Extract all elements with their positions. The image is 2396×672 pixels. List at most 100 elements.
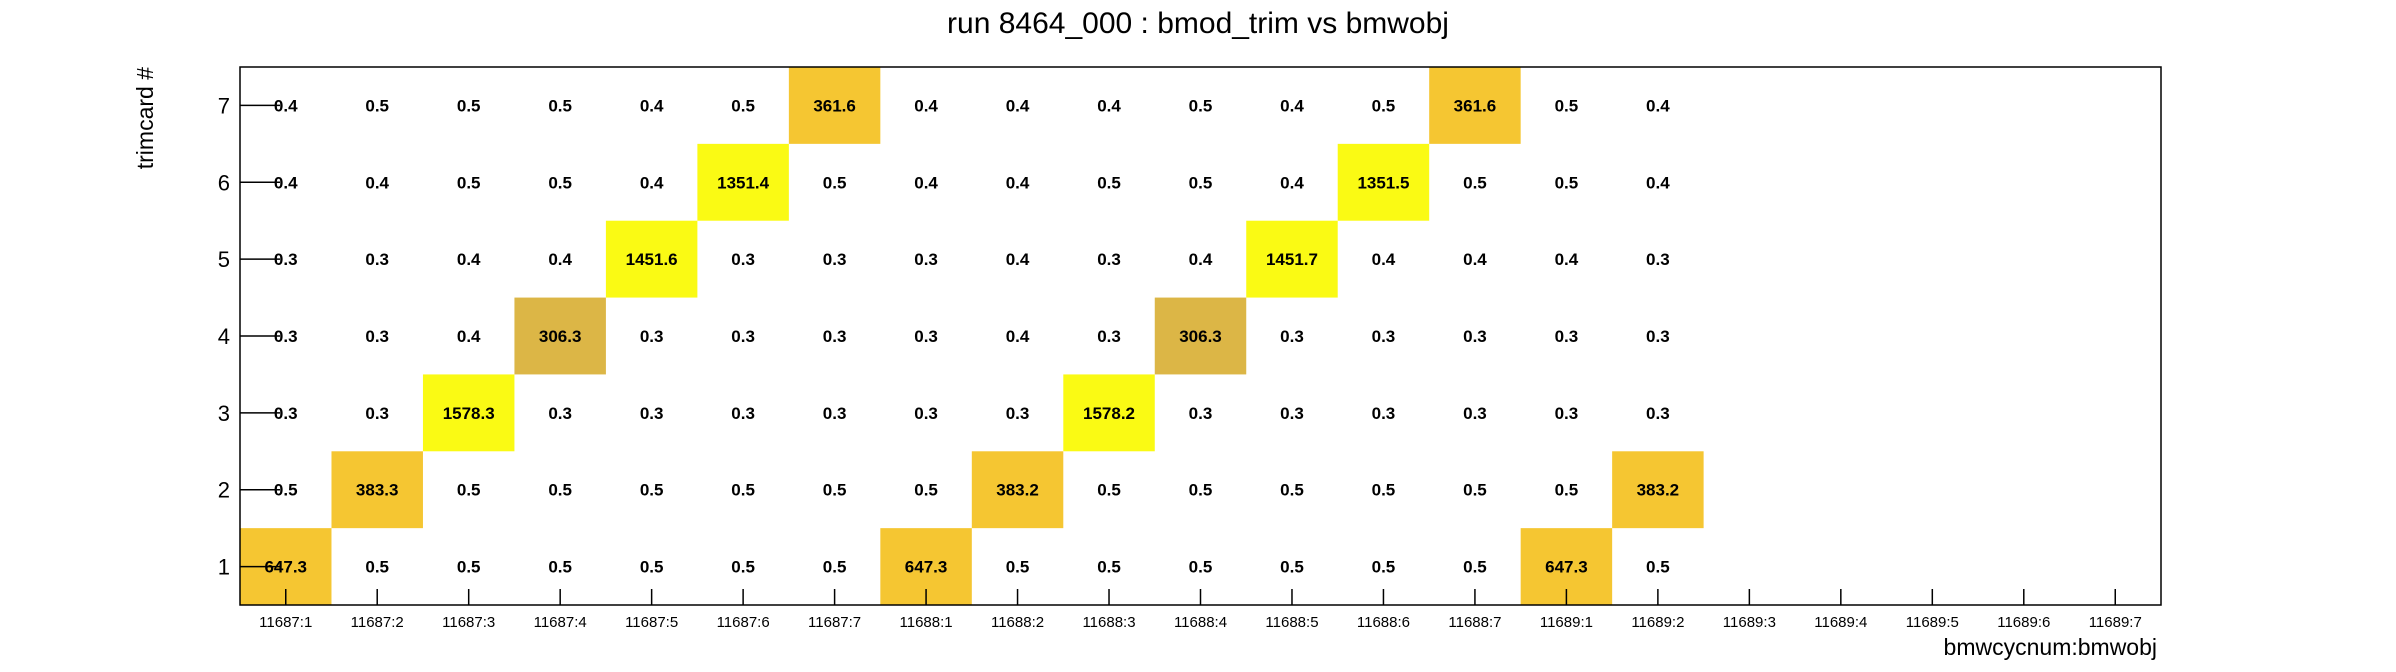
- cell-value-label: 0.5: [731, 96, 755, 115]
- x-tick-label: 11688:4: [1174, 614, 1227, 631]
- cell-value-label: 0.4: [1646, 96, 1670, 115]
- cell-value-label: 0.3: [1646, 250, 1670, 269]
- cell-value-label: 0.5: [1555, 96, 1579, 115]
- x-tick-label: 11687:6: [717, 614, 770, 631]
- cell-value-label: 0.5: [1189, 173, 1213, 192]
- cell-value-label: 0.3: [274, 327, 298, 346]
- cell-value-label: 0.5: [640, 481, 664, 500]
- cell-value-label: 0.4: [548, 250, 572, 269]
- y-tick-label: 1: [218, 555, 230, 580]
- cell-value-label: 0.3: [365, 404, 389, 423]
- x-tick-label: 11689:1: [1540, 614, 1593, 631]
- cell-value-label: 0.3: [365, 327, 389, 346]
- cell-value-label: 0.3: [274, 404, 298, 423]
- cell-value-label: 1451.6: [626, 250, 678, 269]
- cell-value-label: 647.3: [1545, 558, 1588, 577]
- cell-value-label: 0.5: [1280, 481, 1304, 500]
- heatmap-cell: [1337, 143, 1430, 221]
- x-tick-label: 11688:5: [1265, 614, 1318, 631]
- cell-value-label: 0.5: [1372, 558, 1396, 577]
- cell-value-label: 0.5: [640, 558, 664, 577]
- cell-value-label: 0.4: [1006, 327, 1030, 346]
- cell-value-label: 383.3: [356, 481, 399, 500]
- x-tick-label: 11689:4: [1814, 614, 1867, 631]
- cell-value-label: 0.3: [365, 250, 389, 269]
- cell-value-label: 0.3: [1006, 404, 1030, 423]
- cell-value-label: 1351.5: [1357, 173, 1409, 192]
- cell-value-label: 0.4: [1006, 250, 1030, 269]
- cell-value-label: 0.3: [1189, 404, 1213, 423]
- cell-value-label: 0.3: [640, 327, 664, 346]
- cell-value-label: 0.5: [548, 481, 572, 500]
- cell-value-label: 0.5: [731, 481, 755, 500]
- x-tick-label: 11688:2: [991, 614, 1044, 631]
- cell-value-label: 0.5: [365, 96, 389, 115]
- x-tick-label: 11687:5: [625, 614, 678, 631]
- cell-value-label: 0.4: [914, 96, 938, 115]
- cell-value-label: 1578.3: [443, 404, 495, 423]
- cell-value-label: 0.3: [1646, 404, 1670, 423]
- cell-value-label: 0.3: [1555, 327, 1579, 346]
- cell-value-label: 647.3: [264, 558, 307, 577]
- x-tick-label: 11687:4: [534, 614, 587, 631]
- x-axis-title: bmwcycnum:bmwobj: [1944, 634, 2157, 660]
- cell-value-label: 0.5: [1189, 481, 1213, 500]
- cell-value-label: 0.5: [1372, 481, 1396, 500]
- cell-value-label: 0.5: [1463, 481, 1487, 500]
- cell-value-label: 0.4: [457, 250, 481, 269]
- heatmap-cell: [697, 143, 789, 221]
- cell-value-label: 0.3: [274, 250, 298, 269]
- cell-value-label: 0.5: [548, 173, 572, 192]
- cell-value-label: 0.4: [640, 173, 664, 192]
- cell-value-label: 0.4: [1097, 96, 1121, 115]
- x-tick-label: 11688:7: [1448, 614, 1501, 631]
- y-axis: 1 2 3 4 5 6 7: [218, 93, 280, 580]
- cell-value-label: 0.3: [1463, 404, 1487, 423]
- heatmap-cell: [788, 67, 881, 144]
- x-tick-label: 11689:3: [1723, 614, 1776, 631]
- cell-value-label: 0.4: [1555, 250, 1579, 269]
- cell-value-label: 0.3: [548, 404, 572, 423]
- y-tick-label: 6: [218, 170, 230, 195]
- cell-value-label: 0.5: [457, 96, 481, 115]
- cell-value-label: 0.5: [1372, 96, 1396, 115]
- heatmap-cell: [1154, 297, 1247, 375]
- cell-value-label: 0.5: [1006, 558, 1030, 577]
- cell-value-label: 0.3: [823, 404, 847, 423]
- cell-value-label: 383.2: [1637, 481, 1680, 500]
- cell-value-label: 0.4: [1646, 173, 1670, 192]
- heatmap-cell: [514, 297, 606, 375]
- heatmap-cell: [331, 451, 423, 529]
- cell-value-label: 0.5: [457, 558, 481, 577]
- x-tick-label: 11689:6: [1997, 614, 2050, 631]
- cell-value-label: 0.5: [1463, 173, 1487, 192]
- cell-value-label: 0.3: [823, 327, 847, 346]
- x-tick-label: 11688:3: [1082, 614, 1135, 631]
- cell-value-label: 0.4: [1372, 250, 1396, 269]
- heatmap-cell: [1063, 374, 1155, 452]
- cell-value-label: 383.2: [996, 481, 1039, 500]
- y-tick-label: 4: [218, 324, 230, 349]
- x-tick-label: 11689:7: [2089, 614, 2142, 631]
- cell-value-label: 0.5: [1555, 173, 1579, 192]
- x-tick-label: 11687:2: [351, 614, 404, 631]
- heatmap-cell: [422, 374, 515, 452]
- x-tick-label: 11688:6: [1357, 614, 1410, 631]
- heatmap-cell: [1246, 220, 1338, 298]
- cell-value-label: 0.3: [731, 327, 755, 346]
- cell-value-label: 1351.4: [717, 173, 770, 192]
- x-tick-label: 11688:1: [900, 614, 953, 631]
- heatmap-cell: [1429, 67, 1521, 144]
- cell-value-label: 0.5: [1189, 558, 1213, 577]
- cell-value-label: 0.4: [914, 173, 938, 192]
- heatmap-cells: [240, 67, 1704, 605]
- cell-value-label: 0.3: [1372, 404, 1396, 423]
- cell-value-label: 0.3: [731, 250, 755, 269]
- cell-value-label: 0.3: [1280, 327, 1304, 346]
- heatmap-cell: [605, 220, 698, 298]
- heatmap-cell: [1612, 451, 1704, 529]
- x-tick-label: 11689:5: [1906, 614, 1959, 631]
- x-tick-label: 11687:1: [259, 614, 312, 631]
- chart-title: run 8464_000 : bmod_trim vs bmwobj: [947, 7, 1449, 40]
- x-tick-label: 11687:3: [442, 614, 495, 631]
